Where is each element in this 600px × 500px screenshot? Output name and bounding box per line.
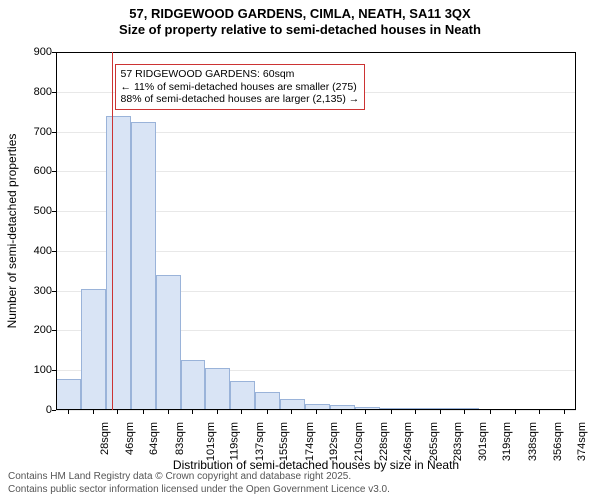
histogram-bar	[181, 360, 206, 410]
xtick-label: 210sqm	[353, 422, 365, 461]
xtick-label: 119sqm	[228, 422, 240, 460]
xtick-mark	[341, 410, 342, 414]
ytick-label: 200	[34, 324, 52, 336]
xtick-mark	[490, 410, 491, 414]
xtick-mark	[241, 410, 242, 414]
property-marker-line	[112, 52, 113, 410]
xtick-label: 101sqm	[205, 422, 217, 461]
xtick-mark	[117, 410, 118, 414]
xtick-mark	[440, 410, 441, 414]
chart-area: 010020030040050060070080090028sqm46sqm64…	[56, 52, 576, 410]
xtick-mark	[564, 410, 565, 414]
xtick-mark	[291, 410, 292, 414]
title-line-1: 57, RIDGEWOOD GARDENS, CIMLA, NEATH, SA1…	[0, 6, 600, 22]
footer-line-1: Contains HM Land Registry data © Crown c…	[8, 471, 390, 484]
xtick-label: 246sqm	[402, 422, 414, 461]
xtick-mark	[68, 410, 69, 414]
xtick-mark	[391, 410, 392, 414]
annotation-line: 57 RIDGEWOOD GARDENS: 60sqm	[121, 68, 360, 81]
axis-line	[56, 52, 576, 53]
xtick-label: 301sqm	[477, 422, 489, 461]
histogram-bar	[255, 392, 280, 410]
axis-line	[56, 409, 576, 410]
xtick-mark	[267, 410, 268, 414]
xtick-mark	[93, 410, 94, 414]
x-axis-label: Distribution of semi-detached houses by …	[173, 458, 459, 472]
histogram-bar	[56, 379, 81, 410]
xtick-mark	[539, 410, 540, 414]
xtick-label: 28sqm	[99, 422, 111, 455]
ytick-label: 900	[34, 46, 52, 58]
ytick-label: 400	[34, 245, 52, 257]
xtick-mark	[365, 410, 366, 414]
xtick-mark	[515, 410, 516, 414]
histogram-bar	[156, 275, 181, 410]
xtick-mark	[464, 410, 465, 414]
xtick-mark	[143, 410, 144, 414]
xtick-label: 174sqm	[304, 422, 316, 461]
annotation-box: 57 RIDGEWOOD GARDENS: 60sqm← 11% of semi…	[115, 64, 366, 110]
ytick-label: 0	[46, 404, 52, 416]
ytick-label: 700	[34, 126, 52, 138]
annotation-line: 88% of semi-detached houses are larger (…	[121, 93, 360, 106]
ytick-label: 600	[34, 165, 52, 177]
chart-title-block: 57, RIDGEWOOD GARDENS, CIMLA, NEATH, SA1…	[0, 0, 600, 39]
footer-line-2: Contains public sector information licen…	[8, 484, 390, 497]
footer-attribution: Contains HM Land Registry data © Crown c…	[8, 471, 390, 496]
xtick-label: 83sqm	[174, 422, 186, 455]
ytick-label: 500	[34, 205, 52, 217]
xtick-label: 137sqm	[254, 422, 266, 461]
xtick-mark	[415, 410, 416, 414]
xtick-mark	[168, 410, 169, 414]
histogram-bar	[230, 381, 255, 410]
histogram-bar	[205, 368, 230, 410]
xtick-label: 192sqm	[329, 422, 341, 461]
xtick-mark	[217, 410, 218, 414]
xtick-mark	[192, 410, 193, 414]
axis-line	[56, 52, 57, 410]
ytick-label: 100	[34, 364, 52, 376]
axis-line	[575, 52, 576, 410]
xtick-label: 338sqm	[527, 422, 539, 461]
xtick-label: 228sqm	[378, 422, 390, 461]
ytick-mark	[52, 410, 56, 411]
y-axis-label: Number of semi-detached properties	[5, 134, 19, 329]
xtick-label: 265sqm	[428, 422, 440, 461]
ytick-label: 800	[34, 86, 52, 98]
ytick-label: 300	[34, 285, 52, 297]
histogram-bar	[131, 122, 156, 410]
xtick-label: 283sqm	[453, 422, 465, 461]
xtick-label: 46sqm	[124, 422, 136, 455]
xtick-label: 374sqm	[576, 422, 588, 461]
xtick-label: 319sqm	[502, 422, 514, 461]
xtick-label: 155sqm	[278, 422, 290, 461]
xtick-mark	[316, 410, 317, 414]
annotation-line: ← 11% of semi-detached houses are smalle…	[121, 81, 360, 94]
xtick-label: 356sqm	[552, 422, 564, 461]
plot-region: 010020030040050060070080090028sqm46sqm64…	[56, 52, 576, 410]
xtick-label: 64sqm	[148, 422, 160, 455]
histogram-bar	[81, 289, 106, 410]
title-line-2: Size of property relative to semi-detach…	[0, 22, 600, 38]
histogram-bar	[106, 116, 131, 410]
